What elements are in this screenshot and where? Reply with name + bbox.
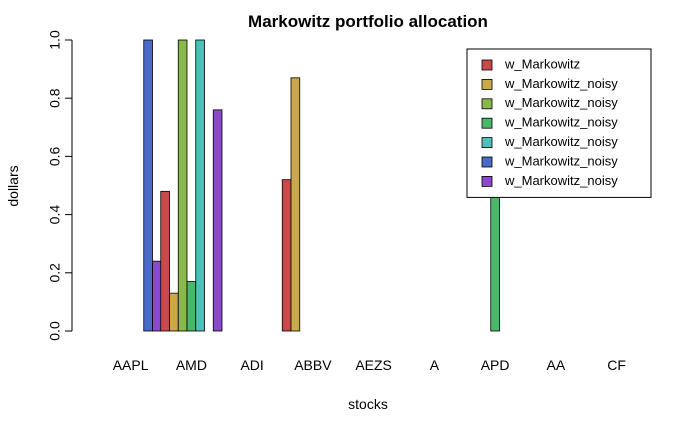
y-tick-label: 0.0	[47, 321, 63, 341]
y-tick-label: 0.8	[47, 88, 63, 108]
bar-amd-series-7	[212, 109, 223, 332]
legend-entry: w_Markowitz_noisy	[504, 134, 618, 149]
x-tick-labels: AAPL AMD ADI ABBV AEZS A APD AA CF	[113, 357, 626, 373]
legend-swatch	[481, 59, 493, 71]
y-axis-label: dollars	[5, 165, 21, 206]
legend-box	[466, 48, 652, 198]
legend-entry: w_Markowitz_noisy	[504, 153, 618, 168]
bar-amd-series-3	[177, 39, 188, 332]
y-tick-label: 0.2	[47, 263, 63, 283]
x-tick-label: A	[430, 357, 440, 373]
bar-abbv-series-1	[281, 179, 292, 332]
y-axis: 0.0 0.2 0.4 0.6 0.8 1.0	[47, 30, 73, 341]
bars	[143, 39, 500, 332]
bar-amd-series-2	[169, 292, 179, 332]
bar-aapl-series-6	[143, 39, 153, 332]
legend: w_Markowitz w_Markowitz_noisy w_Markowitz_…	[466, 48, 652, 198]
y-tick-label: 0.6	[47, 146, 63, 166]
y-tick-label: 1.0	[47, 30, 63, 50]
bar-aapl-series-7	[152, 260, 162, 332]
legend-entry: w_Markowitz_noisy	[504, 76, 618, 91]
legend-swatch	[481, 156, 493, 168]
legend-swatch	[481, 98, 493, 110]
legend-entry: w_Markowitz_noisy	[504, 95, 618, 110]
bar-amd-series-5	[195, 39, 205, 332]
x-tick-label: ABBV	[294, 357, 332, 373]
legend-swatch	[481, 117, 493, 129]
bar-amd-series-4	[186, 281, 197, 332]
chart-title: Markowitz portfolio allocation	[248, 12, 488, 31]
x-tick-label: APD	[481, 357, 510, 373]
x-tick-label: ADI	[240, 357, 263, 373]
y-tick-label: 0.4	[47, 205, 63, 225]
legend-swatch	[481, 175, 493, 187]
x-tick-label: CF	[607, 357, 626, 373]
legend-entry: w_Markowitz	[504, 56, 580, 71]
legend-entry: w_Markowitz_noisy	[504, 115, 618, 130]
x-axis-label: stocks	[348, 396, 388, 412]
x-tick-label: AAPL	[113, 357, 149, 373]
x-tick-label: AMD	[176, 357, 207, 373]
x-tick-label: AEZS	[355, 357, 392, 373]
bar-abbv-series-2	[290, 77, 301, 332]
bar-amd-series-1	[160, 190, 170, 332]
legend-entry: w_Markowitz_noisy	[504, 173, 618, 188]
x-tick-label: AA	[547, 357, 566, 373]
legend-swatch	[481, 79, 493, 90]
legend-swatch	[481, 137, 493, 149]
